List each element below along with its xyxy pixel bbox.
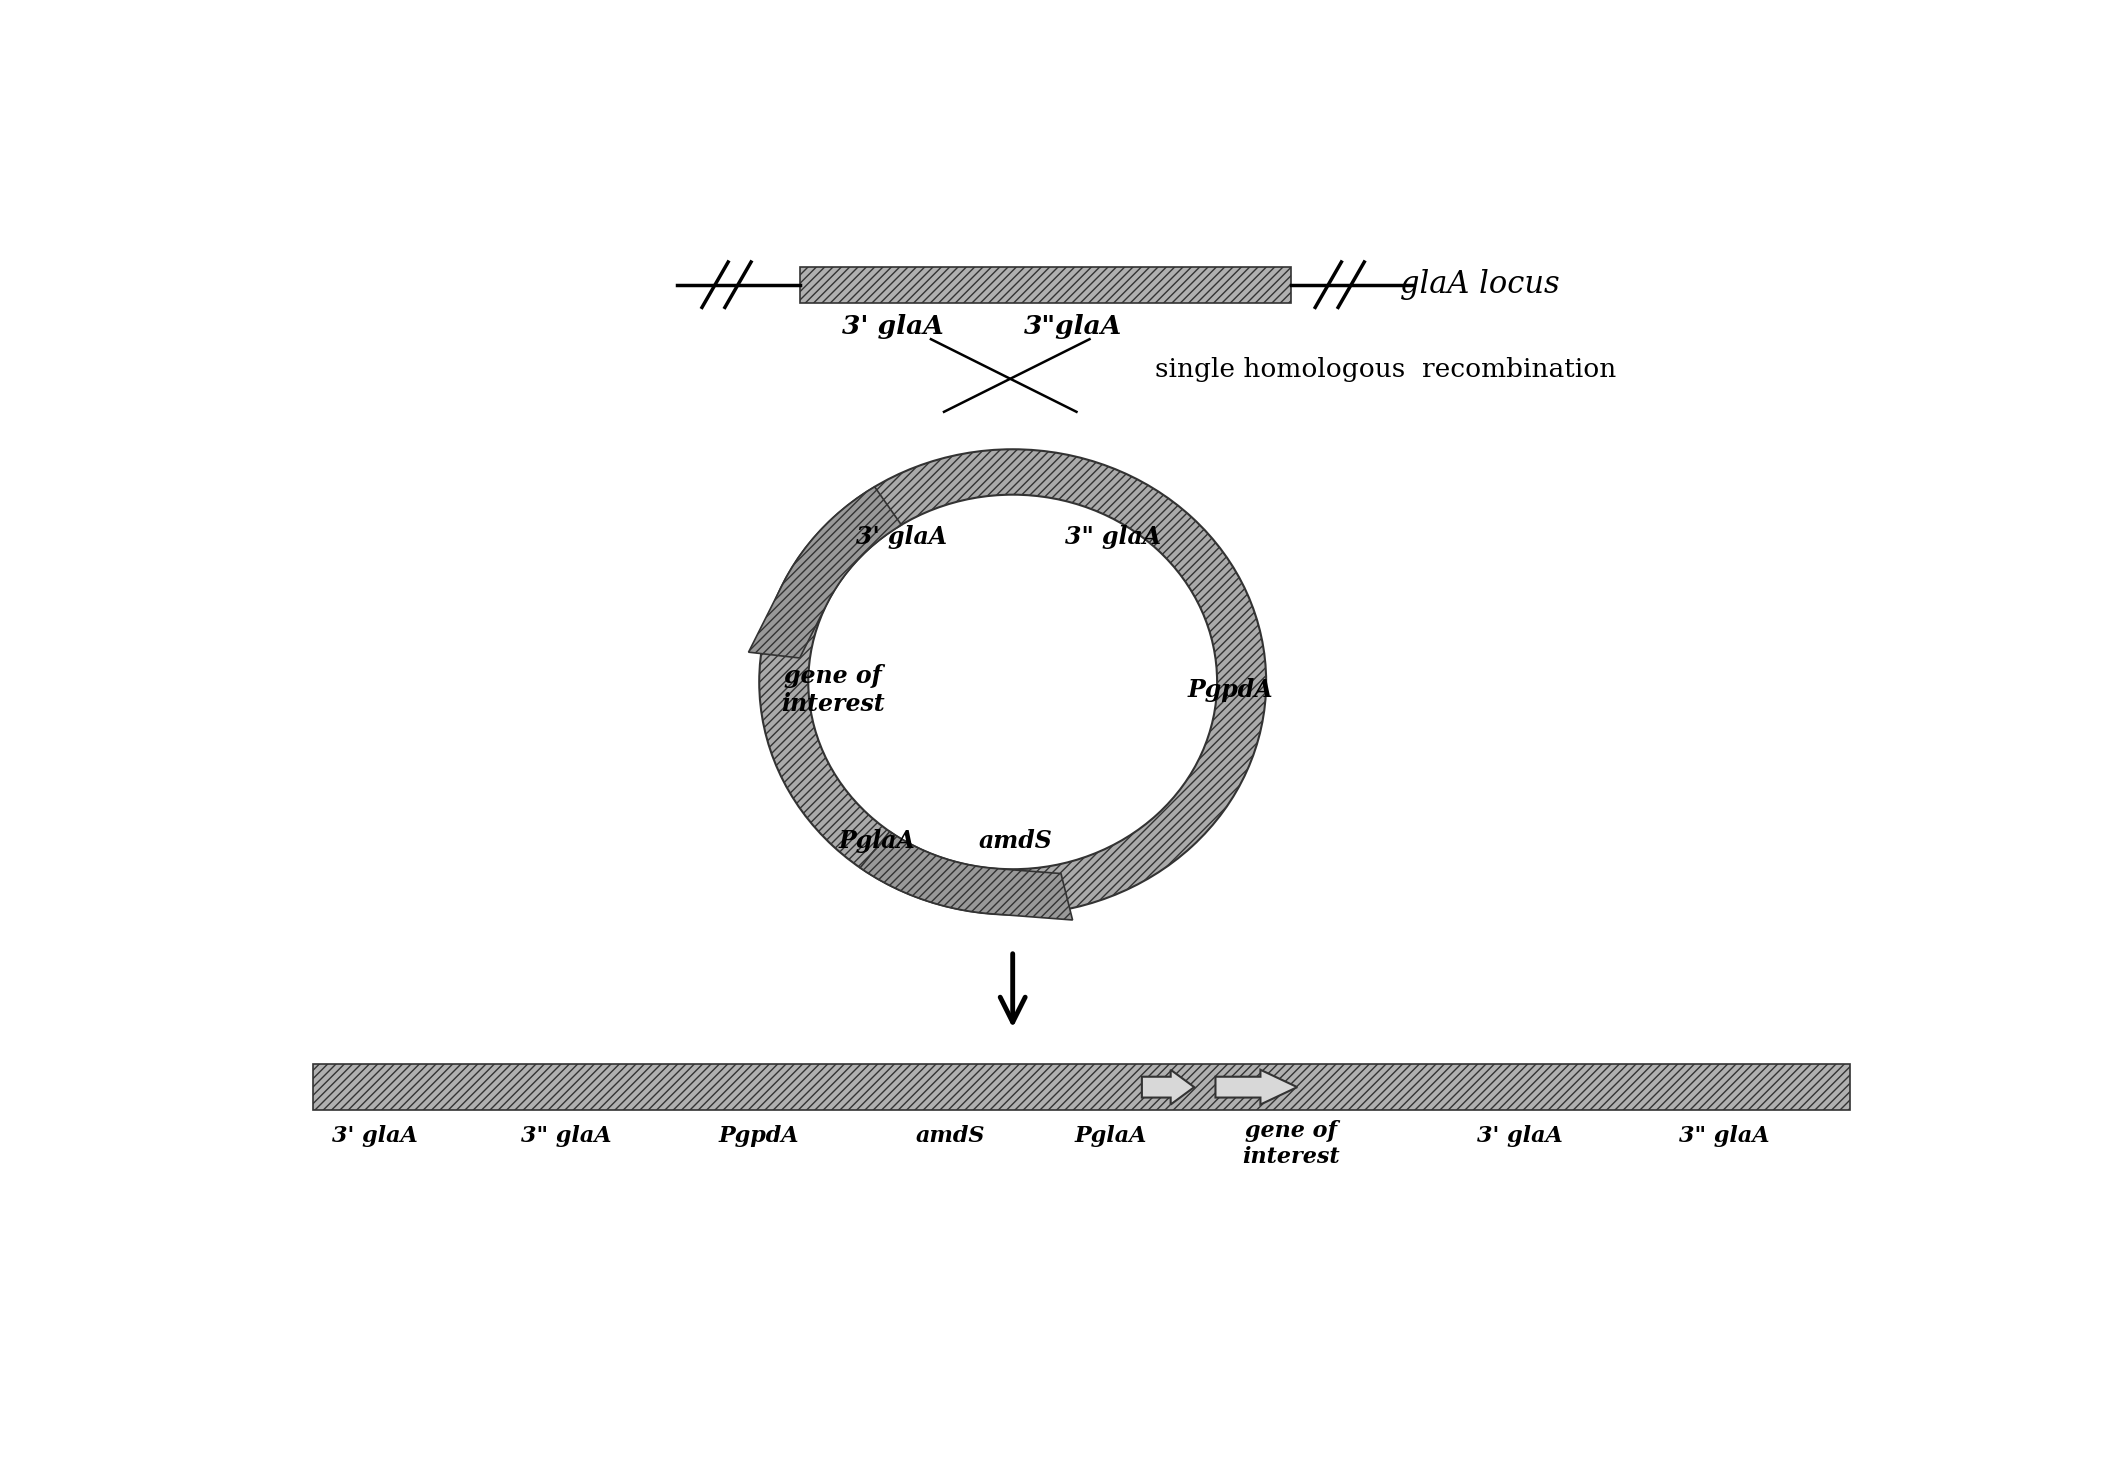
Text: gene of
interest: gene of interest: [781, 663, 884, 716]
Text: 3"glaA: 3"glaA: [1023, 314, 1123, 339]
Text: PglaA: PglaA: [838, 828, 916, 853]
Text: amdS: amdS: [916, 1125, 985, 1147]
Ellipse shape: [808, 495, 1217, 870]
Text: PgpdA: PgpdA: [720, 1125, 800, 1147]
Text: 3' glaA: 3' glaA: [331, 1125, 418, 1147]
Text: 3' glaA: 3' glaA: [857, 525, 947, 548]
Ellipse shape: [760, 450, 1266, 914]
Text: amdS: amdS: [979, 828, 1053, 853]
Text: single homologous  recombination: single homologous recombination: [1154, 357, 1616, 382]
Bar: [312, 1064, 1850, 1110]
Polygon shape: [861, 831, 1072, 920]
Polygon shape: [749, 486, 901, 657]
Text: 3' glaA: 3' glaA: [842, 314, 943, 339]
Text: 3" glaA: 3" glaA: [521, 1125, 612, 1147]
Text: 3" glaA: 3" glaA: [1680, 1125, 1770, 1147]
Polygon shape: [1215, 1070, 1298, 1104]
Text: gene of
interest: gene of interest: [1243, 1120, 1340, 1167]
Text: 3" glaA: 3" glaA: [1066, 525, 1160, 548]
Bar: [800, 267, 1291, 302]
Text: PglaA: PglaA: [1074, 1125, 1148, 1147]
Polygon shape: [1142, 1070, 1194, 1104]
Text: glaA locus: glaA locus: [1401, 270, 1559, 301]
Text: PgpdA: PgpdA: [1188, 678, 1272, 702]
Text: 3' glaA: 3' glaA: [1477, 1125, 1564, 1147]
